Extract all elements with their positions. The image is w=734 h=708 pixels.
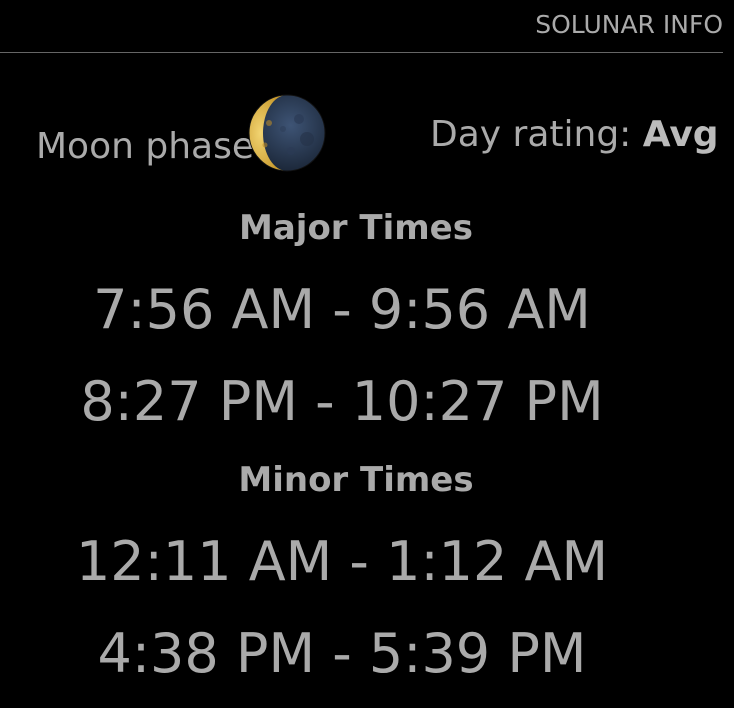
major-times-title: Major Times xyxy=(239,208,473,248)
major-time-row: 8:27 PM - 10:27 PM xyxy=(80,370,604,433)
minor-time-row: 12:11 AM - 1:12 AM xyxy=(75,530,609,593)
major-time-row: 7:56 AM - 9:56 AM xyxy=(93,278,591,341)
module-title: SOLUNAR INFO xyxy=(535,10,723,39)
header-bar: SOLUNAR INFO xyxy=(0,0,723,53)
minor-times-title: Minor Times xyxy=(238,460,474,500)
day-rating-label: Day rating: xyxy=(430,114,632,155)
moon-phase-label: Moon phase: xyxy=(36,126,267,167)
day-rating: Day rating: Avg xyxy=(430,114,719,155)
moon-phase-icon xyxy=(248,94,326,172)
day-rating-value: Avg xyxy=(642,114,719,155)
minor-time-row: 4:38 PM - 5:39 PM xyxy=(97,622,587,685)
